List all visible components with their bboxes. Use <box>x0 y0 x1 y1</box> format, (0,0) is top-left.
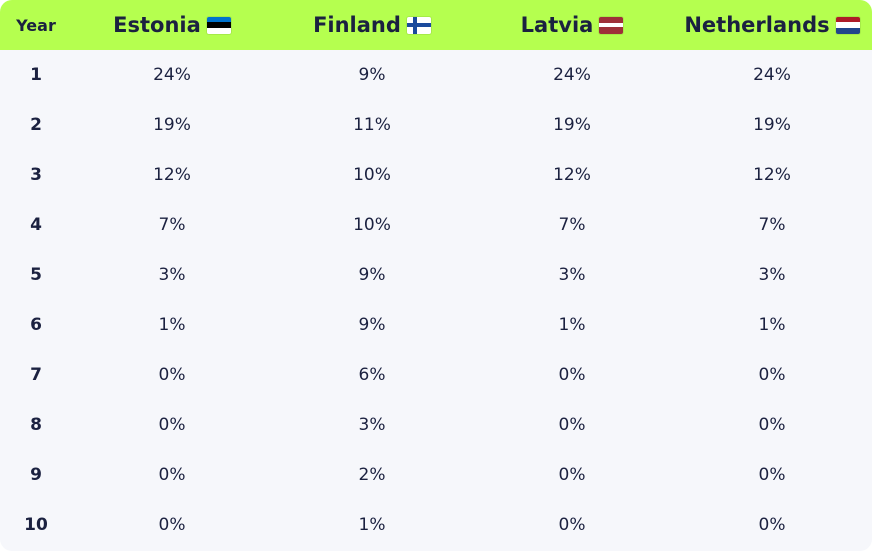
value-cell: 0% <box>758 515 786 535</box>
table-row: 5 3% 9% 3% 3% <box>0 250 872 300</box>
year-cell: 6 <box>30 315 42 335</box>
value-cell: 12% <box>153 165 191 185</box>
value-cell: 1% <box>758 315 786 335</box>
value-cell: 0% <box>558 365 586 385</box>
table-body: 1 24% 9% 24% 24% 2 19% 11% 19% 19% 3 12% 10% 12% 12% 4 7… <box>0 50 872 550</box>
estonia-flag-icon <box>206 16 231 34</box>
table-row: 8 0% 3% 0% 0% <box>0 400 872 450</box>
value-cell: 19% <box>753 115 791 135</box>
value-cell: 1% <box>358 515 386 535</box>
value-cell: 19% <box>153 115 191 135</box>
value-cell: 7% <box>158 215 186 235</box>
year-cell: 5 <box>30 265 42 285</box>
value-cell: 0% <box>558 415 586 435</box>
table-row: 7 0% 6% 0% 0% <box>0 350 872 400</box>
value-cell: 24% <box>753 65 791 85</box>
country-name: Latvia <box>520 13 594 37</box>
estonia-column-header: Estonia <box>72 13 272 37</box>
latvia-flag-icon <box>599 16 624 34</box>
value-cell: 19% <box>553 115 591 135</box>
value-cell: 7% <box>758 215 786 235</box>
country-name: Netherlands <box>684 13 830 37</box>
value-cell: 9% <box>358 315 386 335</box>
value-cell: 0% <box>158 415 186 435</box>
value-cell: 0% <box>158 515 186 535</box>
value-cell: 3% <box>358 415 386 435</box>
netherlands-column-header: Netherlands <box>672 13 872 37</box>
value-cell: 10% <box>353 165 391 185</box>
value-cell: 3% <box>758 265 786 285</box>
value-cell: 0% <box>558 465 586 485</box>
table-row: 6 1% 9% 1% 1% <box>0 300 872 350</box>
year-cell: 10 <box>24 515 48 535</box>
value-cell: 12% <box>753 165 791 185</box>
value-cell: 9% <box>358 265 386 285</box>
country-name: Finland <box>313 13 401 37</box>
value-cell: 0% <box>758 465 786 485</box>
table-header-row: Year Estonia Finland Latvia Neth <box>0 0 872 50</box>
value-cell: 12% <box>553 165 591 185</box>
value-cell: 9% <box>358 65 386 85</box>
value-cell: 24% <box>553 65 591 85</box>
year-cell: 2 <box>30 115 42 135</box>
year-cell: 9 <box>30 465 42 485</box>
table-row: 10 0% 1% 0% 0% <box>0 500 872 550</box>
value-cell: 3% <box>158 265 186 285</box>
value-cell: 7% <box>558 215 586 235</box>
value-cell: 3% <box>558 265 586 285</box>
table-row: 4 7% 10% 7% 7% <box>0 200 872 250</box>
table-row: 2 19% 11% 19% 19% <box>0 100 872 150</box>
value-cell: 11% <box>353 115 391 135</box>
value-cell: 1% <box>158 315 186 335</box>
year-cell: 7 <box>30 365 42 385</box>
value-cell: 0% <box>158 365 186 385</box>
table-row: 9 0% 2% 0% 0% <box>0 450 872 500</box>
value-cell: 2% <box>358 465 386 485</box>
value-cell: 24% <box>153 65 191 85</box>
finland-column-header: Finland <box>272 13 472 37</box>
finland-flag-icon <box>406 16 431 34</box>
value-cell: 1% <box>558 315 586 335</box>
year-cell: 4 <box>30 215 42 235</box>
table-row: 1 24% 9% 24% 24% <box>0 50 872 100</box>
year-cell: 3 <box>30 165 42 185</box>
latvia-column-header: Latvia <box>472 13 672 37</box>
year-cell: 8 <box>30 415 42 435</box>
value-cell: 6% <box>358 365 386 385</box>
value-cell: 0% <box>558 515 586 535</box>
year-column-header: Year <box>16 15 56 35</box>
value-cell: 0% <box>758 415 786 435</box>
value-cell: 0% <box>158 465 186 485</box>
table-row: 3 12% 10% 12% 12% <box>0 150 872 200</box>
value-cell: 0% <box>758 365 786 385</box>
netherlands-flag-icon <box>835 16 860 34</box>
country-name: Estonia <box>113 13 201 37</box>
year-cell: 1 <box>30 65 42 85</box>
value-cell: 10% <box>353 215 391 235</box>
